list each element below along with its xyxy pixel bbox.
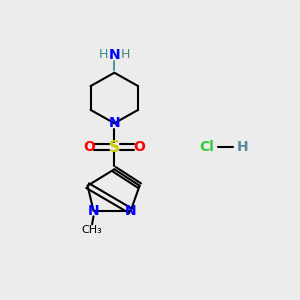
Text: N: N <box>109 48 120 62</box>
Text: O: O <box>134 140 146 154</box>
Text: N: N <box>109 116 120 130</box>
Text: S: S <box>109 140 120 154</box>
Text: H: H <box>121 48 130 62</box>
Text: H: H <box>99 48 109 62</box>
Text: N: N <box>88 204 99 218</box>
Text: N: N <box>125 204 136 218</box>
Text: Cl: Cl <box>199 140 214 154</box>
Text: CH₃: CH₃ <box>82 225 102 235</box>
Text: O: O <box>83 140 95 154</box>
Text: H: H <box>236 140 248 154</box>
